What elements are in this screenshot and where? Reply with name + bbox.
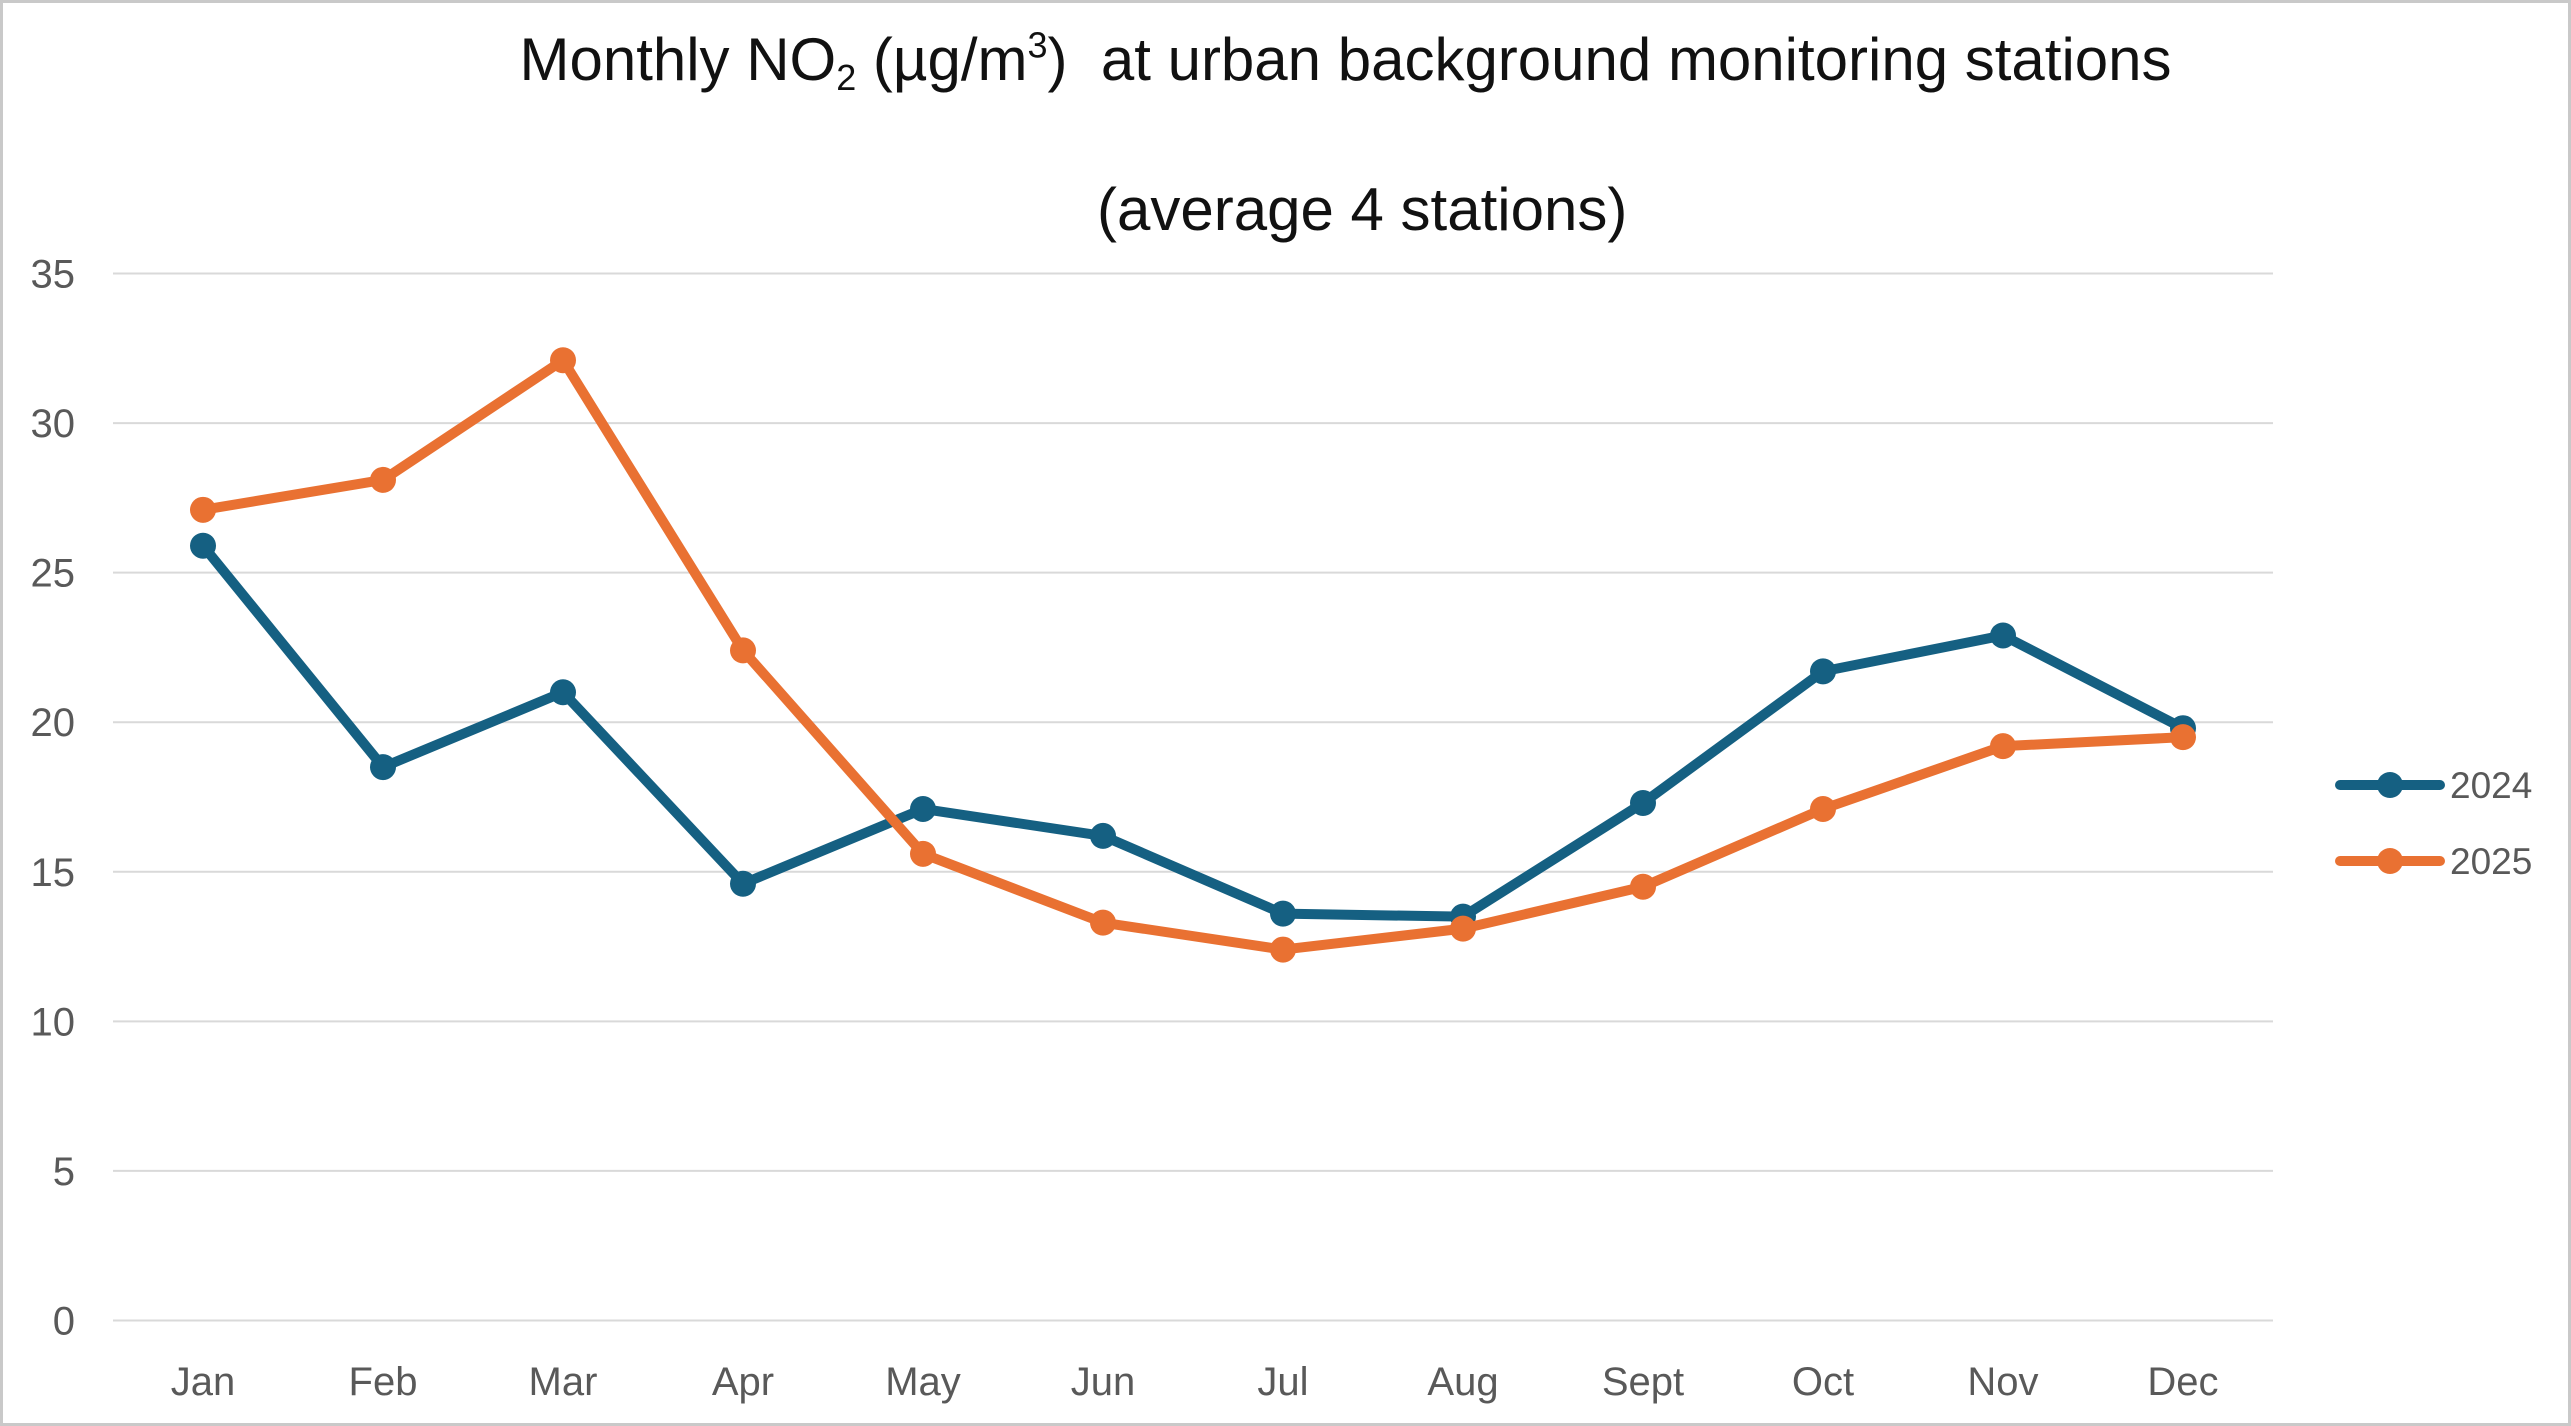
x-tick-label: Dec — [2147, 1360, 2218, 1404]
data-point-marker-2024 — [370, 754, 396, 781]
data-point-marker-2024 — [1990, 622, 2016, 649]
y-tick-label: 5 — [53, 1150, 75, 1194]
data-point-marker-2025 — [550, 347, 576, 374]
x-tick-label: Sept — [1602, 1360, 1684, 1404]
data-point-marker-2025 — [1270, 936, 1296, 963]
data-point-marker-2025 — [370, 466, 396, 493]
data-point-marker-2025 — [1450, 915, 1476, 942]
y-tick-label: 30 — [31, 402, 76, 446]
y-tick-label: 0 — [53, 1300, 75, 1344]
x-tick-label: Jun — [1071, 1360, 1136, 1404]
data-point-marker-2024 — [730, 870, 756, 897]
y-tick-label: 15 — [31, 851, 76, 895]
data-point-marker-2025 — [2170, 724, 2196, 751]
x-tick-label: Apr — [712, 1360, 774, 1404]
series-line-2025 — [198, 355, 2188, 955]
legend-label: 2024 — [2450, 765, 2532, 806]
data-point-marker-2025 — [1630, 873, 1656, 900]
x-tick-label: May — [885, 1360, 961, 1404]
y-tick-label: 25 — [31, 552, 76, 596]
data-point-marker-2024 — [910, 795, 936, 822]
data-point-marker-2024 — [1270, 900, 1296, 927]
y-tick-label: 35 — [31, 253, 76, 297]
legend-marker-sample — [2377, 848, 2403, 874]
legend-label: 2025 — [2450, 841, 2532, 882]
data-point-marker-2025 — [910, 840, 936, 867]
chart-subtitle: (average 4 stations) — [1097, 176, 1628, 244]
data-point-marker-2024 — [1090, 822, 1116, 849]
title-superscript: 3 — [1027, 24, 1048, 66]
y-tick-label: 20 — [31, 701, 76, 745]
x-tick-label: Aug — [1427, 1360, 1498, 1404]
title-text-middle: (µg/m — [856, 26, 1028, 93]
title-subscript: 2 — [836, 57, 857, 99]
chart-title: Monthly NO2 (µg/m3) at urban background … — [123, 23, 2568, 246]
data-point-marker-2024 — [550, 679, 576, 706]
title-text: Monthly NO — [519, 26, 837, 93]
series-line-2024 — [198, 540, 2188, 922]
title-text-suffix: ) at urban background monitoring station… — [1047, 26, 2172, 93]
x-tick-label: Feb — [349, 1360, 418, 1404]
data-point-marker-2025 — [1090, 909, 1116, 936]
x-tick-label: Jan — [171, 1360, 236, 1404]
data-point-marker-2025 — [730, 637, 756, 664]
legend-marker-sample — [2377, 772, 2403, 798]
x-tick-label: Oct — [1792, 1360, 1854, 1404]
x-tick-label: Nov — [1967, 1360, 2038, 1404]
x-tick-label: Jul — [1257, 1360, 1308, 1404]
data-point-marker-2024 — [1810, 658, 1836, 685]
data-point-marker-2025 — [1990, 733, 2016, 760]
data-point-marker-2024 — [190, 532, 216, 559]
data-point-marker-2025 — [190, 496, 216, 523]
data-point-marker-2025 — [1810, 795, 1836, 822]
x-tick-label: Mar — [529, 1360, 598, 1404]
data-point-marker-2024 — [1630, 789, 1656, 816]
y-tick-label: 10 — [31, 1000, 76, 1044]
